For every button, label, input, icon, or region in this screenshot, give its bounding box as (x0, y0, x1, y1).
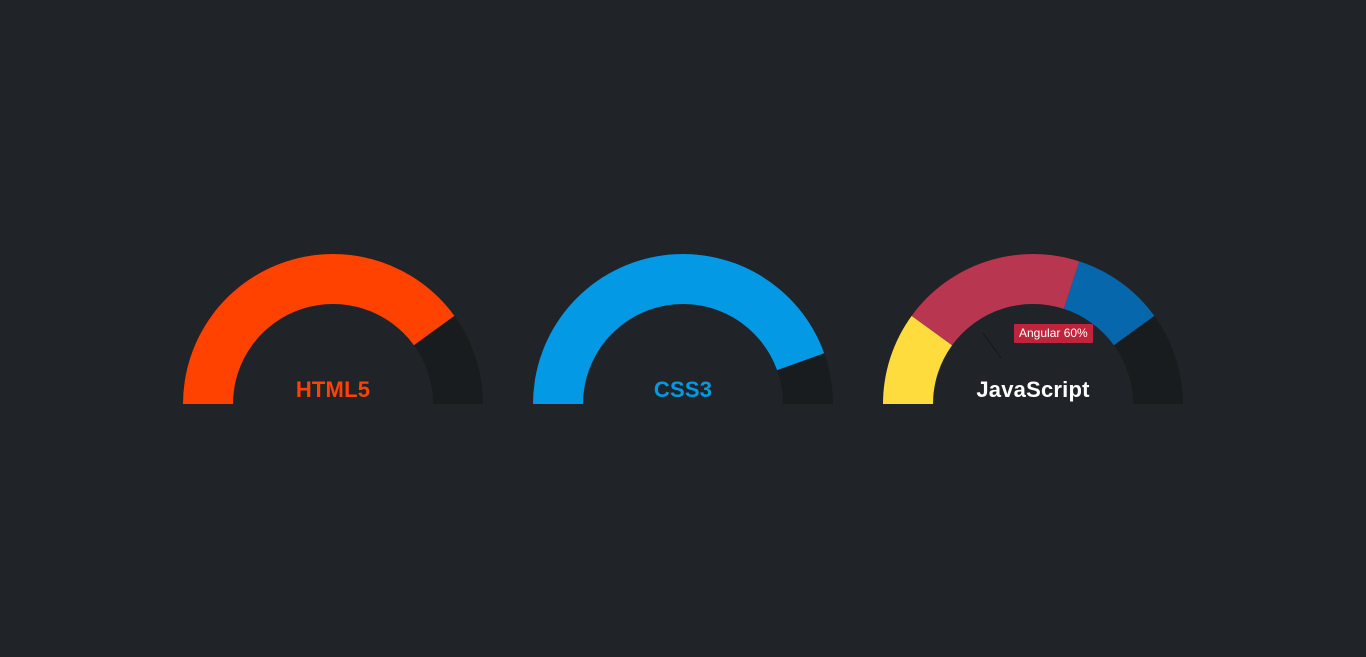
html5-gauge-svg (183, 254, 483, 404)
tooltip-leader-line (982, 332, 1002, 359)
html5-gauge-title: HTML5 (295, 377, 371, 402)
gauge-segment-1 (183, 254, 455, 404)
segment-tooltip: Angular 60% (1014, 324, 1093, 343)
css3-gauge: CSS3 (533, 253, 835, 405)
gauge-segment-1 (883, 315, 953, 404)
javascript-gauge: JavaScript Angular 60% (883, 253, 1185, 405)
css3-gauge-svg (533, 254, 833, 404)
css3-gauge-title: CSS3 (653, 377, 713, 402)
gauge-segment-1 (533, 254, 825, 404)
gauge-segment-2 (911, 253, 1080, 346)
javascript-gauge-title: JavaScript (976, 377, 1090, 402)
javascript-gauge-svg (883, 253, 1183, 404)
gauge-segment-3 (1063, 261, 1155, 346)
html5-gauge: HTML5 (183, 253, 485, 405)
